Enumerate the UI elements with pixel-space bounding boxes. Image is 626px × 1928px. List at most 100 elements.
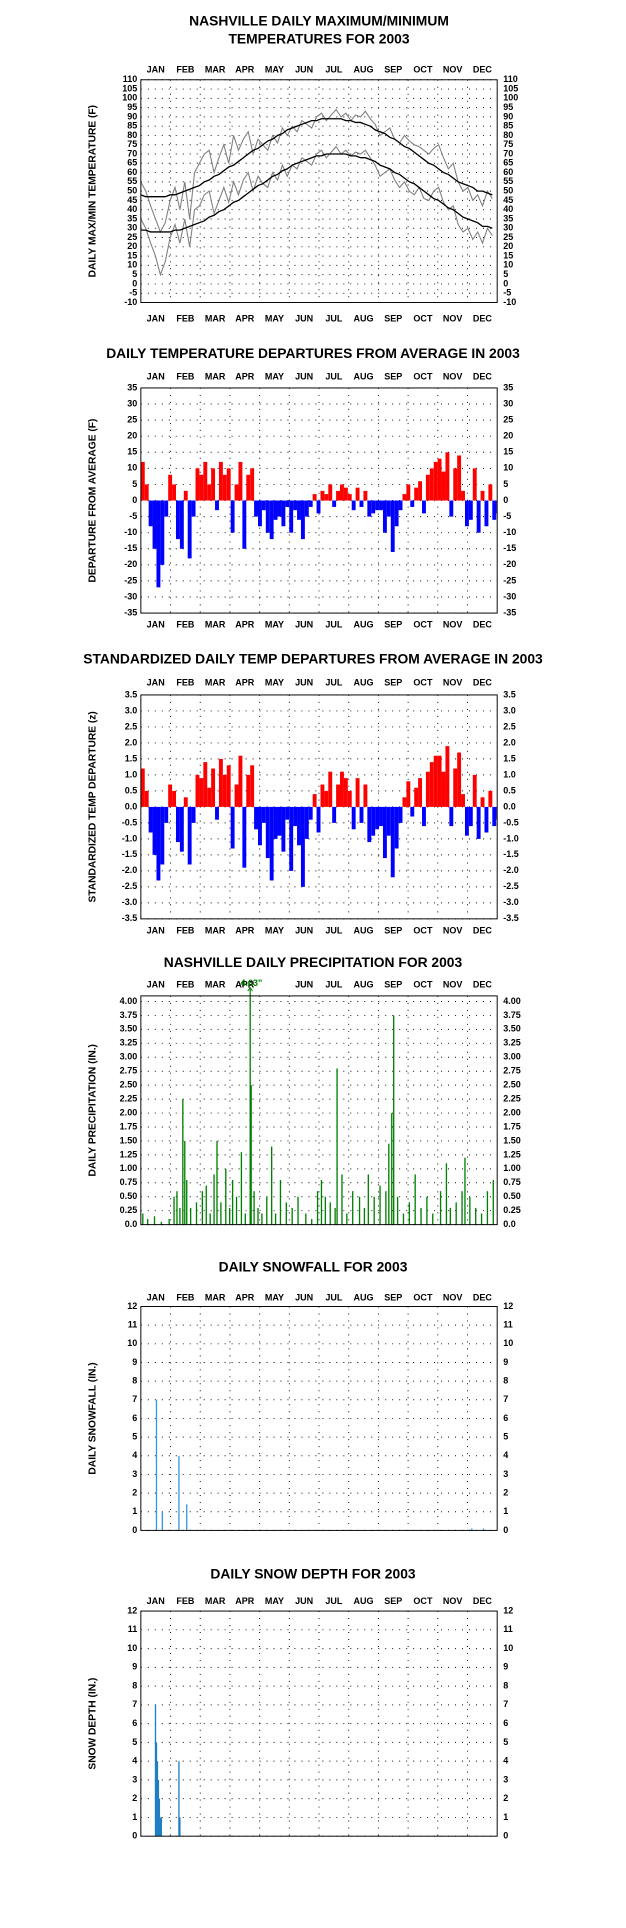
bar: [265, 806, 270, 859]
month-label: MAR: [205, 925, 226, 935]
bar: [230, 500, 235, 533]
bar: [375, 806, 380, 830]
bar: [393, 1015, 395, 1225]
y-tick-label: 30: [127, 223, 137, 233]
y-tick-label: 6: [503, 1413, 508, 1423]
bar: [254, 500, 259, 517]
month-label: NOV: [443, 619, 463, 629]
bar: [218, 461, 223, 501]
y-tick-label: 90: [127, 111, 137, 121]
bar: [164, 500, 169, 517]
y-tick-label: 2.50: [503, 1080, 521, 1090]
bar: [388, 1143, 390, 1225]
month-label: APR: [235, 925, 255, 935]
bar: [334, 1207, 336, 1225]
chart-title: NASHVILLE DAILY PRECIPITATION FOR 2003: [164, 954, 463, 970]
bar: [425, 771, 430, 807]
y-tick-label: 100: [503, 93, 518, 103]
bar: [271, 1146, 273, 1225]
bar: [402, 494, 407, 501]
bar: [265, 500, 270, 533]
bar: [258, 500, 262, 527]
bar: [391, 1113, 393, 1225]
y-tick-label: 1.75: [120, 1121, 138, 1131]
y-tick-label: 1.50: [503, 1135, 521, 1145]
y-tick-label: 1.0: [503, 769, 516, 779]
bar: [246, 774, 251, 807]
bar: [328, 771, 333, 807]
month-label: JUN: [295, 1292, 313, 1302]
month-label: NOV: [443, 314, 463, 324]
bar: [336, 784, 341, 807]
bar: [340, 484, 344, 501]
bar: [234, 784, 239, 807]
bar: [244, 1213, 246, 1225]
y-tick-label: 2.25: [503, 1093, 521, 1103]
y-tick-label: 3.5: [125, 689, 138, 699]
month-label: FEB: [176, 925, 195, 935]
bar: [429, 762, 434, 807]
month-label: FEB: [176, 677, 195, 687]
bar: [358, 1196, 361, 1225]
bar: [144, 484, 149, 501]
month-label: NOV: [443, 65, 463, 75]
y-tick-label: 0: [503, 495, 508, 505]
y-tick-label: 12: [127, 1605, 137, 1615]
y-tick-label: 12: [127, 1301, 137, 1311]
bar: [449, 1207, 451, 1225]
bar: [289, 806, 294, 871]
y-tick-label: 4.00: [503, 996, 521, 1006]
plot-area: [140, 746, 498, 887]
y-tick-label: 1: [503, 1812, 508, 1822]
month-label: MAR: [205, 619, 226, 629]
month-label: MAR: [205, 1596, 226, 1606]
y-tick-label: 2.50: [120, 1080, 138, 1090]
line-series: [140, 118, 493, 198]
bar: [351, 806, 356, 830]
bar: [420, 1207, 422, 1225]
month-label: MAY: [265, 1292, 284, 1302]
month-label: MAY: [265, 1596, 284, 1606]
y-tick-label: 105: [503, 83, 518, 93]
bar: [176, 1191, 178, 1225]
bar: [351, 500, 356, 511]
y-tick-label: 10: [127, 1643, 137, 1653]
y-tick-label: 80: [503, 130, 513, 140]
bar: [153, 1216, 156, 1225]
bar: [285, 806, 290, 820]
bar: [238, 755, 243, 807]
y-tick-label: 30: [503, 398, 513, 408]
bar: [341, 1174, 343, 1225]
y-tick-label: 3: [503, 1774, 508, 1784]
bar: [285, 1202, 287, 1225]
month-label: JUL: [325, 314, 343, 324]
bar: [311, 1219, 313, 1225]
bar: [472, 774, 477, 807]
y-tick-label: -5: [129, 511, 137, 521]
y-tick-label: 15: [503, 250, 513, 260]
bar: [297, 1196, 299, 1225]
bar: [390, 806, 395, 878]
bar: [157, 1779, 160, 1837]
chart-title: DAILY TEMPERATURE DEPARTURES FROM AVERAG…: [106, 345, 520, 361]
month-label: MAY: [265, 925, 284, 935]
y-tick-label: 0: [132, 1525, 137, 1535]
y-tick-label: -5: [503, 288, 511, 298]
bar: [386, 500, 391, 517]
bar: [175, 500, 180, 540]
y-tick-label: 3.00: [503, 1052, 521, 1062]
y-tick-label: 3.0: [503, 705, 516, 715]
bar: [249, 995, 251, 1225]
bar: [201, 1191, 204, 1225]
bar: [464, 500, 469, 527]
month-label: OCT: [413, 372, 433, 382]
bar: [379, 1185, 381, 1225]
bar: [324, 494, 329, 501]
y-tick-label: 0.75: [503, 1177, 521, 1187]
bar: [184, 1140, 186, 1225]
bar: [312, 794, 317, 807]
bar: [234, 484, 239, 501]
chart-title: STANDARDIZED DAILY TEMP DEPARTURES FROM …: [83, 651, 543, 667]
bar: [496, 500, 498, 514]
month-label: NOV: [443, 1292, 463, 1302]
